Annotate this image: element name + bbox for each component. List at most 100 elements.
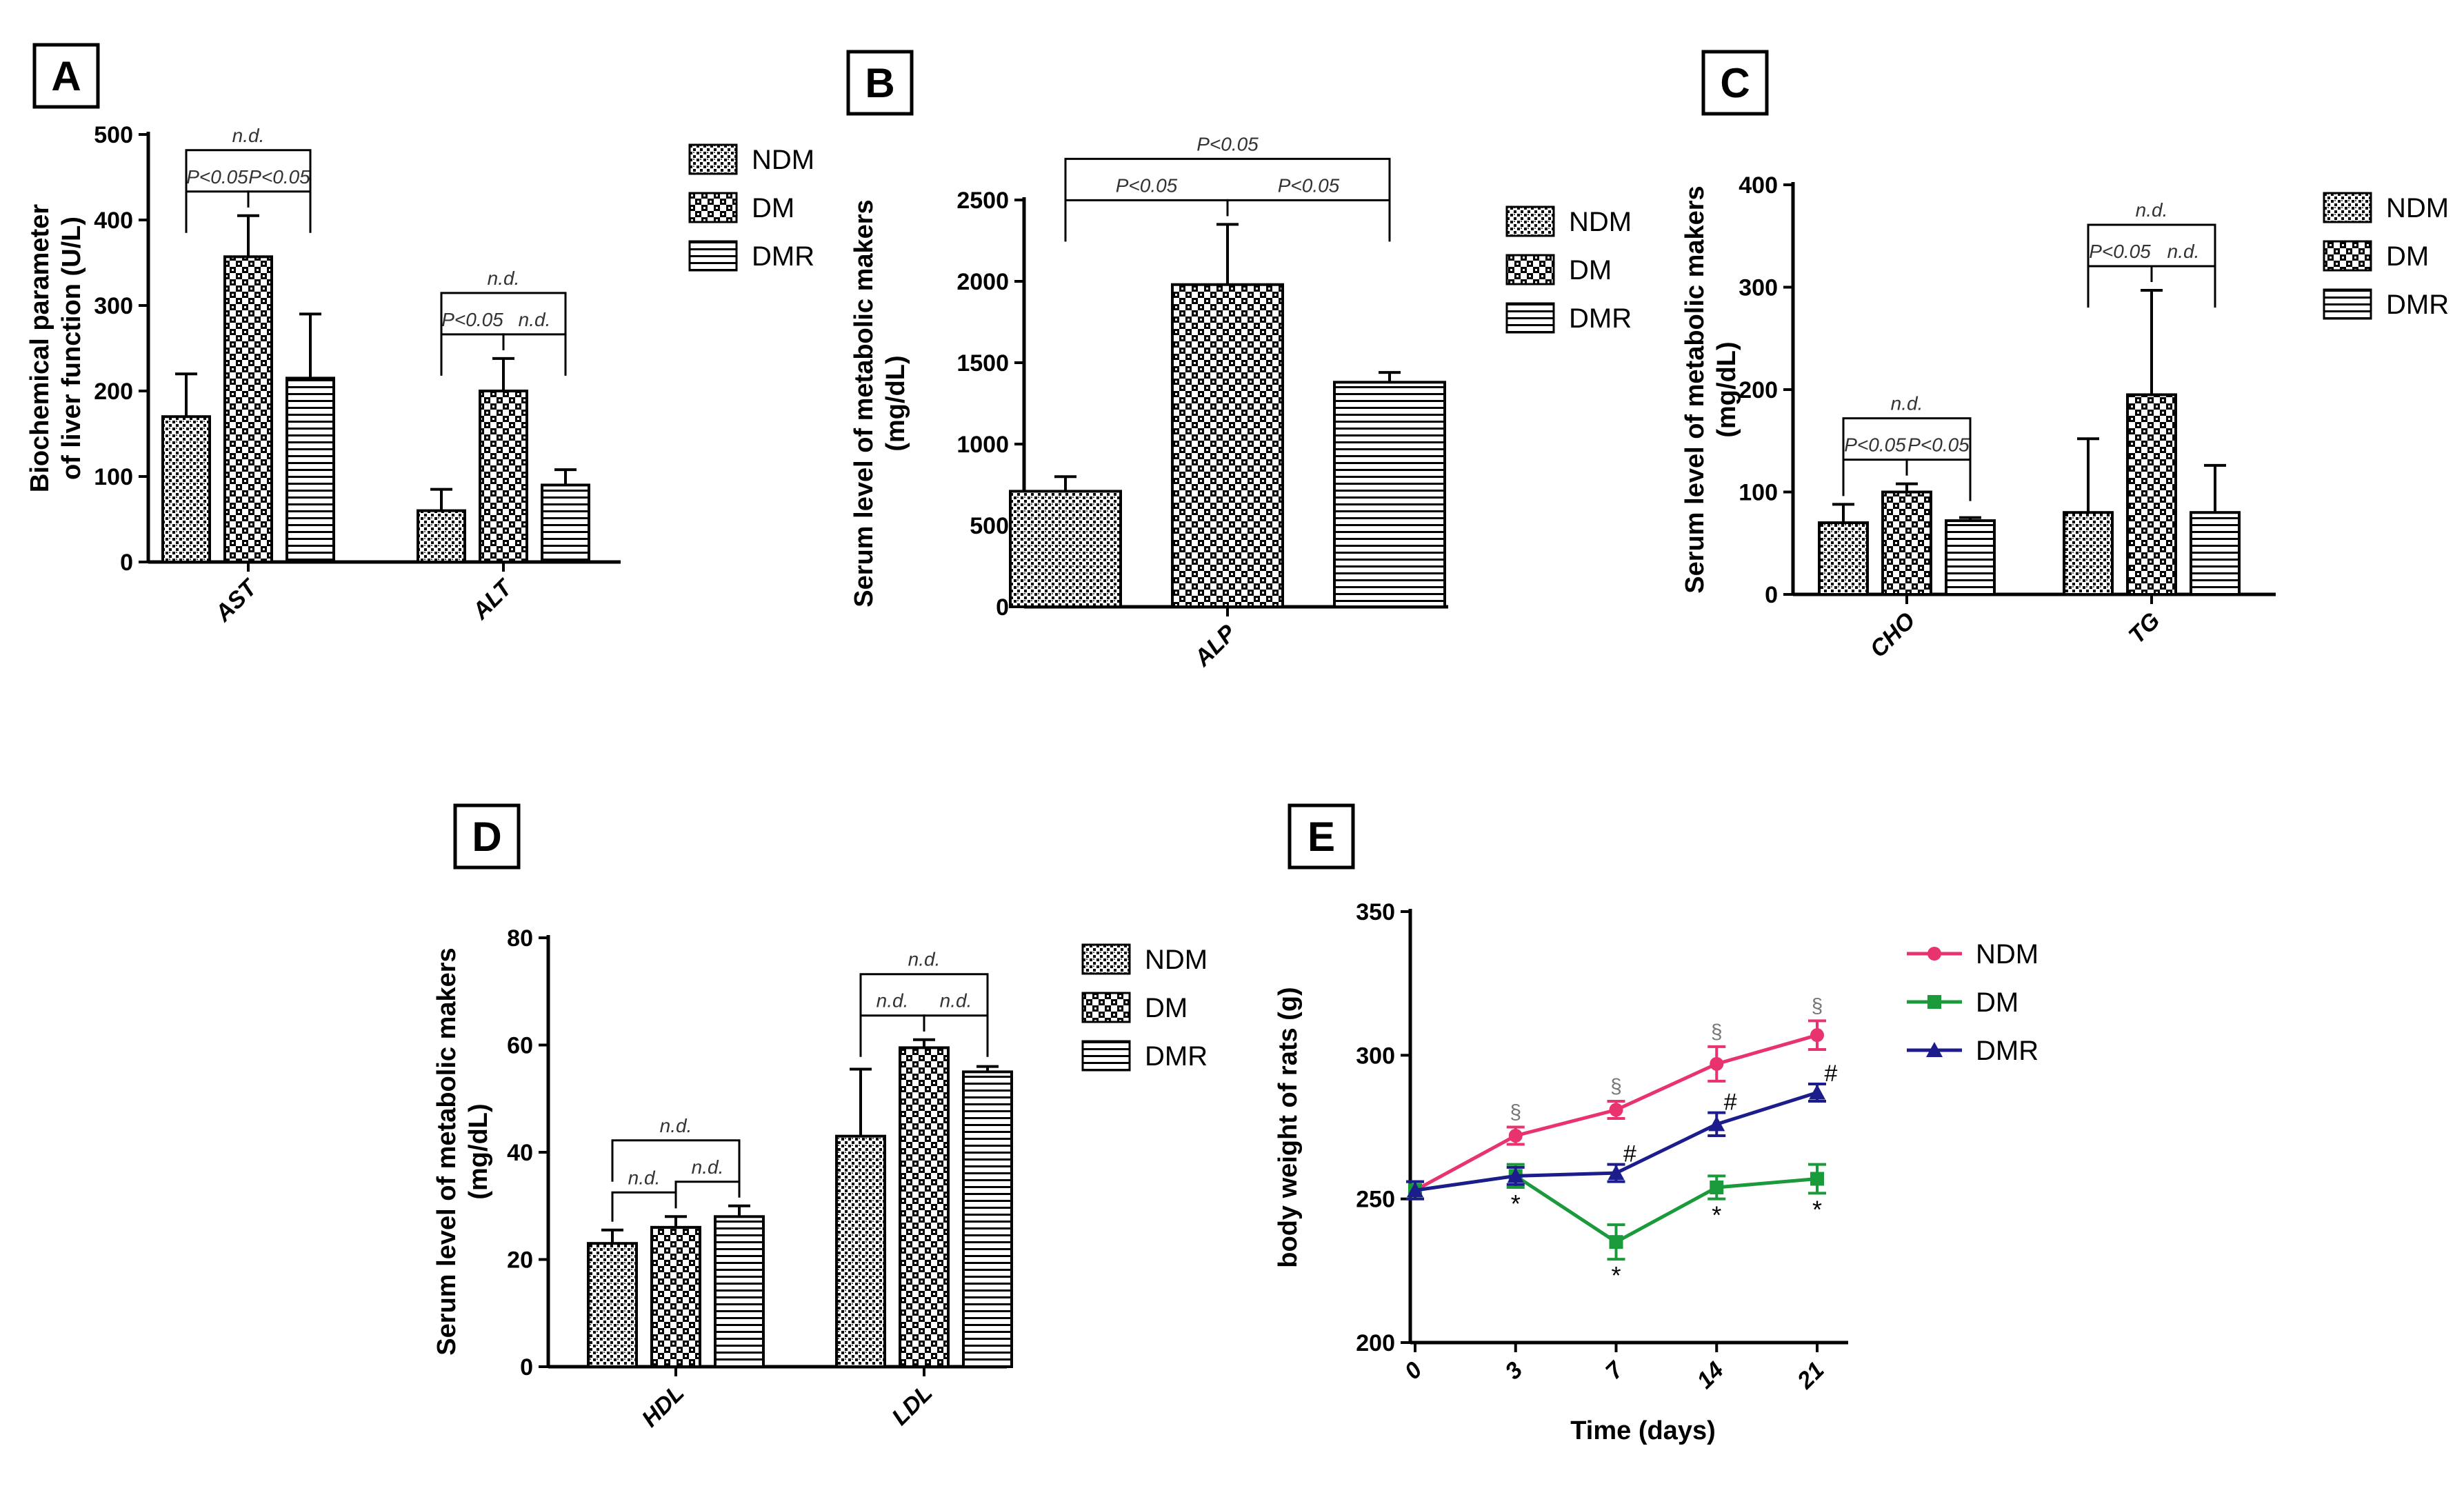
significance-label: n.d. — [232, 125, 265, 146]
x-tick-label: TG — [2123, 608, 2165, 649]
x-tick-label: 7 — [1601, 1356, 1630, 1385]
x-tick-label: 3 — [1500, 1357, 1528, 1385]
significance-bracket — [859, 973, 989, 1016]
data-point-dmr — [1607, 1165, 1625, 1181]
legend-swatch — [1505, 254, 1555, 285]
bar-ndm — [835, 1134, 886, 1369]
significance-symbol: * — [1611, 1261, 1621, 1289]
legend-label: NDM — [1145, 945, 1208, 975]
significance-symbol: * — [1712, 1201, 1721, 1229]
bar-dm — [2126, 393, 2177, 596]
bar-ndm — [1009, 490, 1122, 608]
data-point-ndm — [1710, 1056, 1724, 1071]
y-tick-label: 2000 — [956, 269, 1009, 295]
y-axis-label: Serum level of metabolic makers (mg/dL) — [1681, 185, 1741, 593]
significance-bracket — [2087, 223, 2216, 266]
panel-c: C Serum level of metabolic makers (mg/dL) 0… — [1681, 50, 2449, 663]
y-tick-label: 60 — [507, 1033, 533, 1059]
significance-label: n.d. — [488, 268, 520, 289]
bar-ndm — [417, 509, 466, 563]
legend-marker — [1927, 995, 1941, 1009]
bar-dmr — [962, 1070, 1013, 1368]
legend-swatch — [1505, 205, 1555, 237]
significance-label: n.d. — [1891, 393, 1923, 414]
y-tick-label: 20 — [507, 1247, 533, 1274]
legend-label: DMR — [752, 241, 814, 272]
y-axis-label: Biochemical parameter of liver function (… — [26, 204, 86, 492]
legend-label: DM — [752, 193, 794, 223]
y-tick-label: 400 — [94, 208, 133, 234]
bar-dmr — [1333, 381, 1446, 608]
y-tick-label: 0 — [996, 594, 1009, 621]
bar-dm — [223, 255, 273, 563]
y-tick-label: 100 — [94, 464, 133, 490]
y-tick-label: 300 — [94, 293, 133, 319]
significance-bracket — [1064, 199, 1229, 242]
significance-bracket — [1064, 157, 1391, 201]
legend-swatch — [688, 192, 738, 223]
significance-bracket — [185, 149, 312, 192]
panel-label: E — [1308, 814, 1335, 860]
y-axis-label-line: (mg/dL) — [464, 1103, 493, 1199]
bar-dm — [1881, 490, 1932, 596]
significance-label: n.d. — [628, 1167, 661, 1188]
significance-bracket — [611, 1139, 741, 1182]
legend-label: DM — [2386, 241, 2429, 272]
significance-symbol: § — [1610, 1075, 1622, 1098]
bar-ndm — [161, 415, 211, 564]
significance-label: P<0.05 — [186, 166, 248, 188]
legend-marker — [1926, 1042, 1943, 1057]
bar-dm — [1171, 283, 1284, 608]
significance-label: n.d. — [2167, 241, 2200, 262]
y-tick-label: 400 — [1739, 172, 1778, 199]
y-axis-label-line: of liver function (U/L) — [57, 217, 86, 480]
bar-dm — [650, 1225, 701, 1368]
y-tick-label: 350 — [1356, 899, 1395, 925]
panel-label-box — [846, 50, 914, 116]
legend-label: DM — [1569, 255, 1612, 285]
significance-label: n.d. — [908, 949, 941, 970]
y-tick-label: 1000 — [956, 432, 1009, 458]
bar-dmr — [286, 376, 335, 564]
significance-bracket — [502, 333, 567, 376]
panel-label-box — [1701, 50, 1769, 116]
significance-bracket — [1842, 417, 1972, 460]
x-tick-label: HDL — [637, 1380, 689, 1432]
significance-bracket — [2087, 265, 2153, 308]
significance-label: P<0.05 — [1907, 434, 1970, 456]
significance-bracket — [1905, 459, 1972, 501]
significance-bracket — [440, 333, 505, 376]
legend-label: NDM — [1976, 939, 2039, 970]
significance-symbol: # — [1825, 1061, 1838, 1087]
bar-dm — [479, 390, 528, 563]
data-point-dm — [1609, 1235, 1623, 1249]
data-point-dmr — [1809, 1084, 1825, 1100]
bar-dmr — [714, 1215, 765, 1369]
panel-label: A — [51, 53, 81, 99]
panel-label-box — [453, 803, 521, 870]
panel-b: B Serum level of metabolic makers (mg/dL) 0… — [846, 50, 1632, 672]
legend-swatch — [2323, 240, 2372, 272]
x-tick-label: 0 — [1399, 1357, 1427, 1385]
significance-label: P<0.05 — [2089, 241, 2151, 262]
significance-label: n.d. — [660, 1115, 692, 1136]
significance-label: P<0.05 — [441, 309, 503, 330]
y-tick-label: 500 — [970, 513, 1009, 539]
legend-label: DMR — [1976, 1036, 2039, 1066]
panel-label-box — [1288, 803, 1355, 870]
bar-dmr — [541, 483, 590, 564]
bar-ndm — [1818, 521, 1869, 596]
y-axis-label-line: Serum level of metabolic makers — [432, 947, 461, 1355]
y-tick-label: 200 — [94, 379, 133, 405]
data-point-dmr — [1708, 1116, 1725, 1132]
x-tick-label: CHO — [1865, 608, 1920, 663]
significance-label: P<0.05 — [1278, 174, 1340, 196]
y-tick-label: 2500 — [956, 188, 1009, 214]
legend-swatch — [2323, 192, 2372, 223]
y-tick-label: 0 — [120, 550, 133, 576]
y-axis-label: Serum level of metabolic makers (mg/dL) — [432, 947, 493, 1355]
significance-symbol: § — [1711, 1021, 1723, 1043]
significance-label: n.d. — [692, 1156, 724, 1178]
legend-swatch — [688, 240, 738, 272]
